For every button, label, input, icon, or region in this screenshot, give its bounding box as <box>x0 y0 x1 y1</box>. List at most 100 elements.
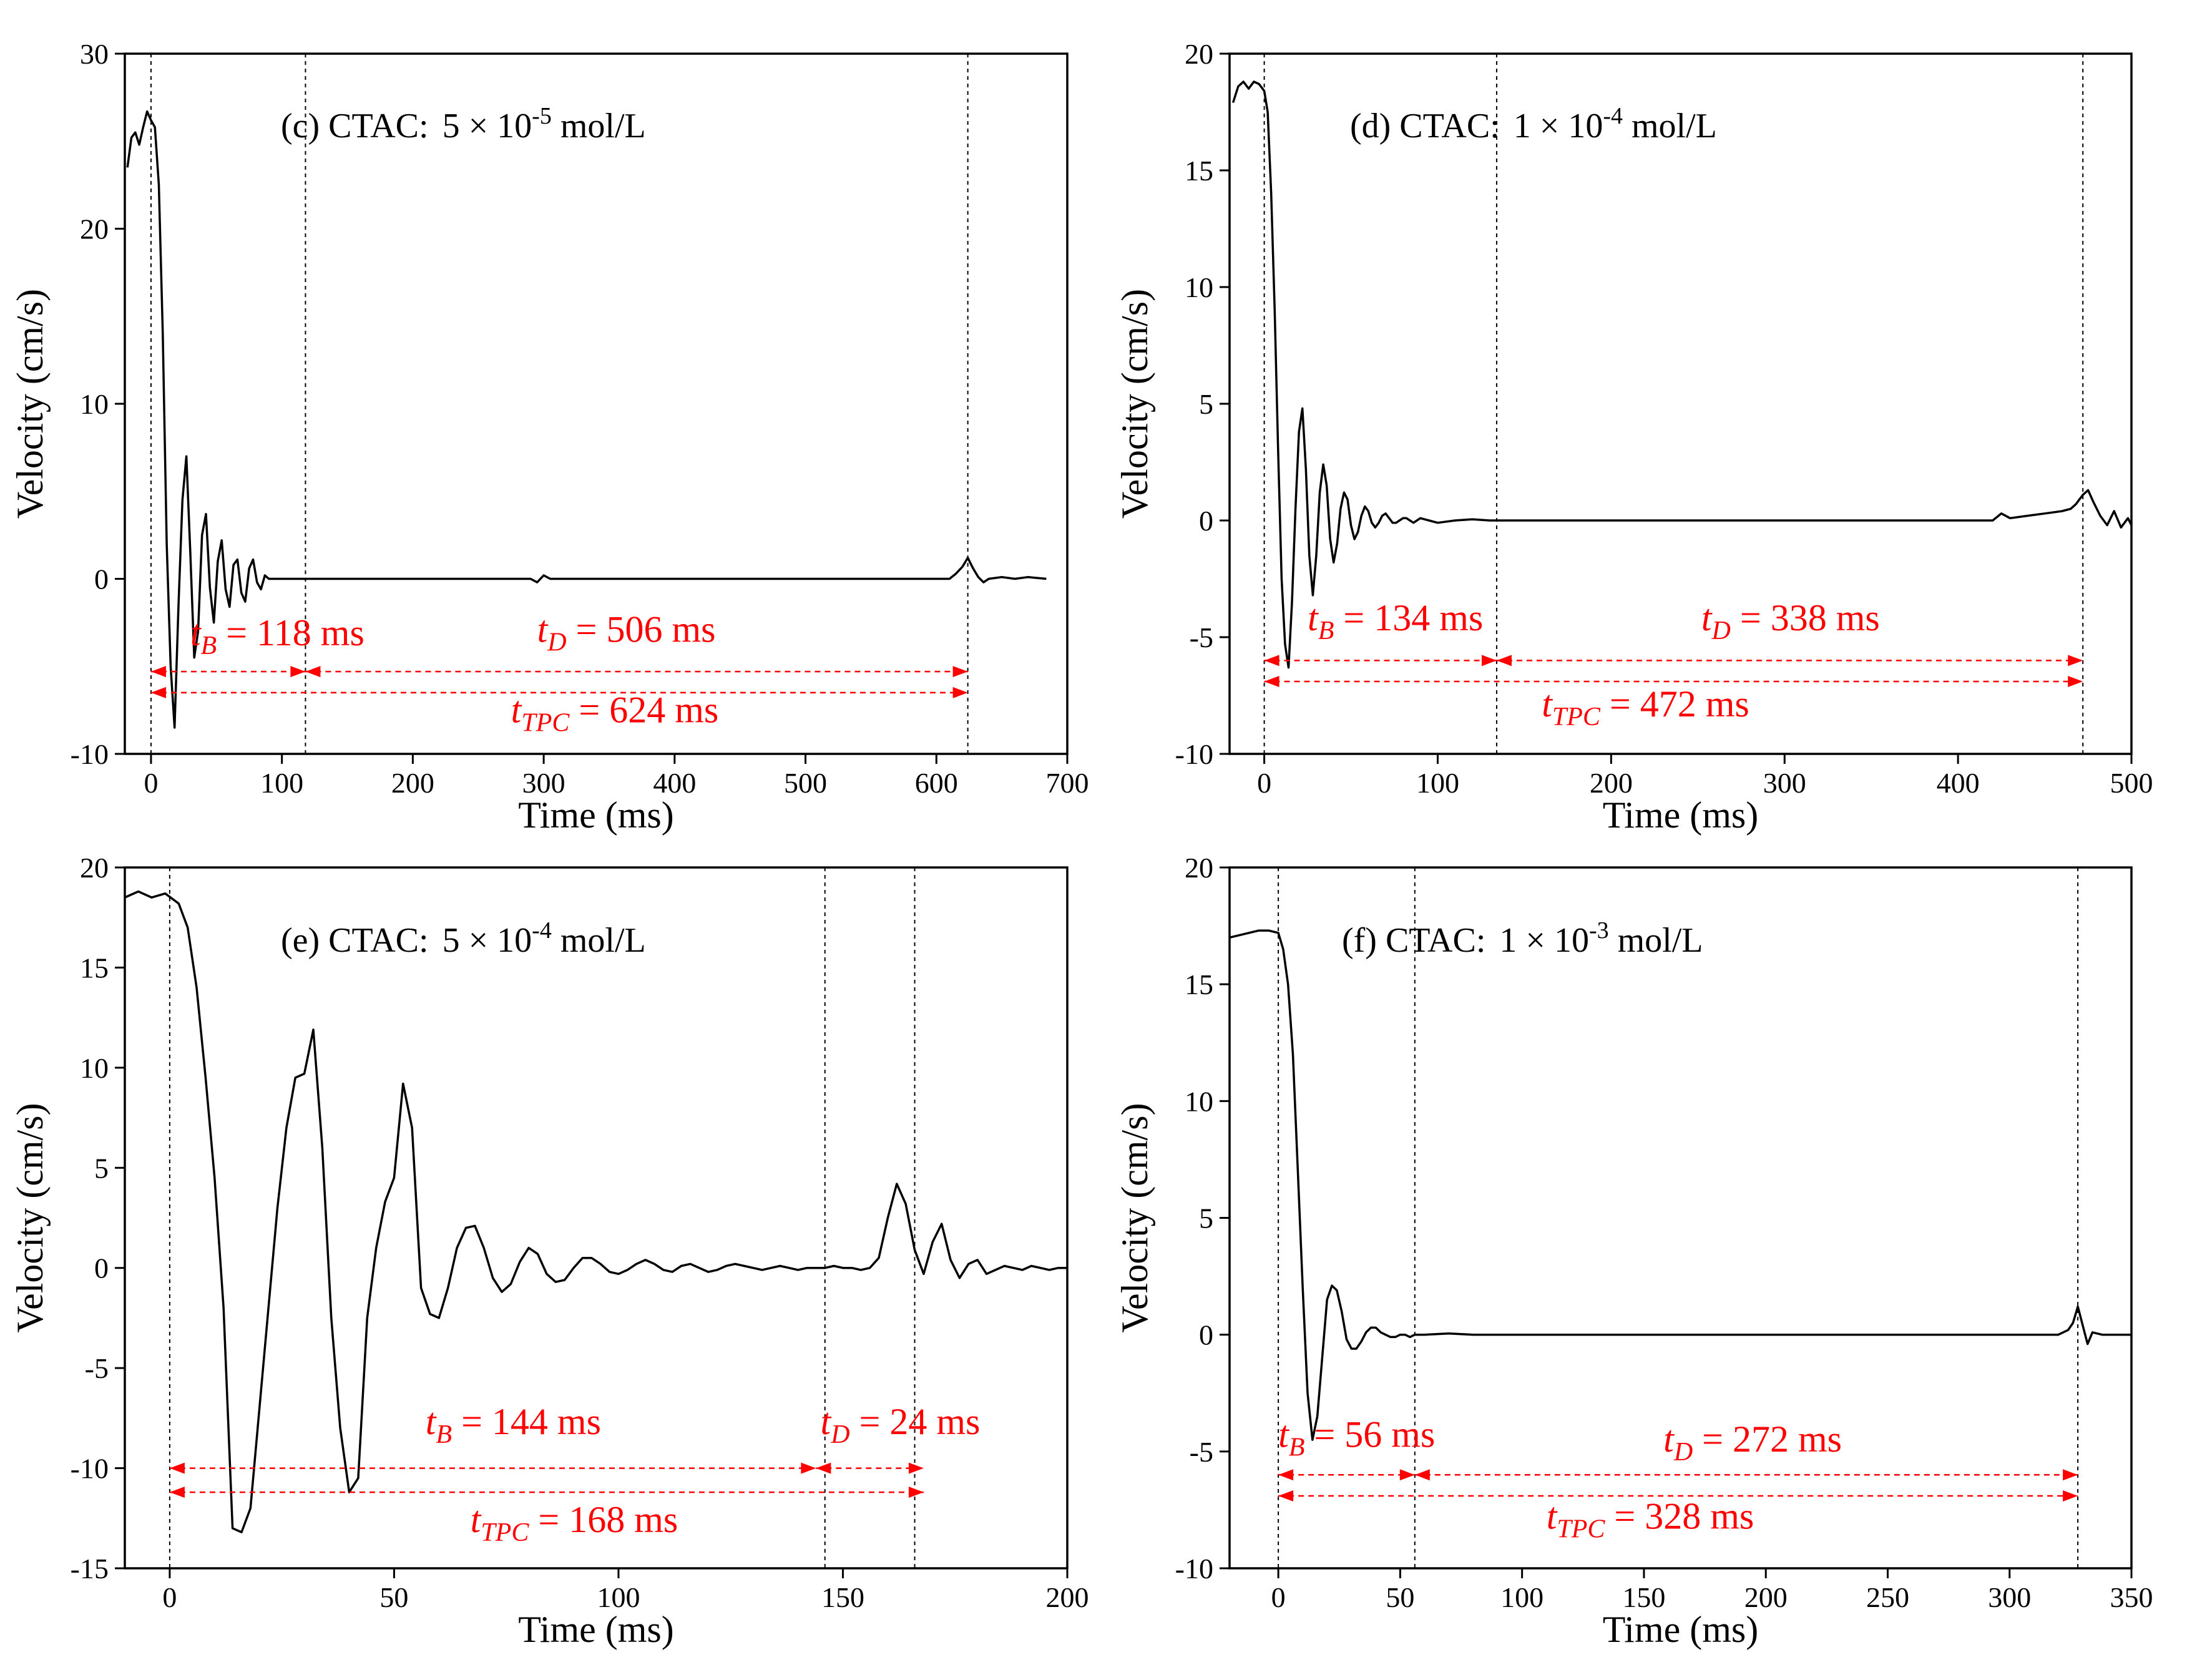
x-tick-label: 250 <box>1866 1581 1909 1613</box>
label-symbol: t <box>1542 683 1553 725</box>
y-tick-label: -10 <box>71 1453 109 1485</box>
x-axis-label: Time (ms) <box>1603 1609 1759 1650</box>
label-value: = 272 ms <box>1693 1419 1842 1460</box>
title-exponent: -4 <box>1603 103 1623 129</box>
x-tick-label: 300 <box>1763 767 1806 799</box>
label-symbol: t <box>1278 1414 1289 1455</box>
label-subscript: D <box>1673 1438 1693 1467</box>
y-tick-label: 15 <box>1185 155 1213 187</box>
interval-label-d: tD = 338 ms <box>1701 597 1880 645</box>
label-value: = 118 ms <box>217 612 364 653</box>
panel-c: 0 100 200 300 400 500 600 700 -10 0 10 20 30 Time (ms… <box>9 38 1089 836</box>
x-tick-label: 100 <box>1500 1581 1544 1613</box>
y-tick-label: 10 <box>80 388 109 420</box>
plot-frame <box>124 866 1069 1570</box>
label-subscript: TPC <box>1557 1515 1605 1543</box>
interval-label-b: tB = 144 ms <box>426 1401 601 1449</box>
arrowhead-right <box>952 686 968 698</box>
y-tick-label: 20 <box>1185 38 1213 70</box>
x-tick-label: 350 <box>2110 1581 2153 1613</box>
arrowhead-right <box>2063 1469 2078 1481</box>
title-exponent: -3 <box>1589 917 1609 944</box>
title-mantissa: 5 × 10 <box>443 107 532 145</box>
y-tick-label: -10 <box>1175 1553 1213 1585</box>
interval-label-d: tD = 24 ms <box>821 1401 981 1449</box>
x-tick-label: 150 <box>821 1581 864 1613</box>
y-tick-label: 10 <box>1185 1085 1213 1117</box>
panel-d: 0 100 200 300 400 500 -10 -5 0 5 10 15 20 Time (ms) Ve… <box>1114 38 2153 836</box>
arrowhead-right <box>2068 655 2083 667</box>
label-value: = 24 ms <box>850 1401 981 1442</box>
x-tick-label: 50 <box>379 1581 408 1613</box>
y-tick-label: 5 <box>1199 388 1213 420</box>
title-prefix: (c) CTAC: <box>281 107 429 145</box>
x-axis-label: Time (ms) <box>1603 794 1759 836</box>
label-subscript: B <box>1289 1433 1305 1462</box>
y-tick-label: 5 <box>1199 1203 1213 1234</box>
label-value: = 56 ms <box>1304 1414 1435 1455</box>
title-mantissa: 5 × 10 <box>443 921 532 960</box>
y-tick-label: -5 <box>1190 622 1213 653</box>
x-tick-label: 100 <box>597 1581 640 1613</box>
y-tick-label: 30 <box>80 38 109 70</box>
y-tick-label: -10 <box>1175 738 1213 770</box>
panel-title: (f) CTAC: 1 × 10-3 mol/L <box>1342 917 1703 960</box>
arrowhead-left <box>816 1462 831 1474</box>
arrowhead-right <box>908 1487 924 1498</box>
x-tick-label: 150 <box>1622 1581 1665 1613</box>
label-subscript: B <box>1318 617 1334 645</box>
label-symbol: t <box>1547 1495 1558 1536</box>
title-unit: mol/L <box>552 107 646 145</box>
interval-label-d: tD = 272 ms <box>1663 1419 1842 1467</box>
arrowhead-left <box>1264 655 1279 667</box>
y-axis-label: Velocity (cm/s) <box>9 1103 51 1332</box>
title-mantissa: 1 × 10 <box>1514 107 1603 145</box>
y-tick-label: 0 <box>1199 505 1213 537</box>
y-tick-label: 0 <box>94 1253 109 1284</box>
arrowhead-right <box>290 666 306 678</box>
title-prefix: (d) CTAC: <box>1350 107 1500 145</box>
x-tick-label: 50 <box>1386 1581 1414 1613</box>
panel-f: 0 50 100 150 200 250 300 350 -10 -5 0 5 10 15 20 Time (… <box>1114 852 2153 1650</box>
y-axis-label: Velocity (cm/s) <box>9 289 51 519</box>
title-unit: mol/L <box>1609 921 1703 960</box>
x-tick-label: 400 <box>1937 767 1980 799</box>
arrowhead-left <box>1414 1469 1430 1481</box>
plot-frame <box>1228 52 2133 755</box>
y-tick-label: 20 <box>1185 852 1213 884</box>
label-subscript: D <box>1711 617 1731 645</box>
x-tick-label: 500 <box>2110 767 2153 799</box>
title-prefix: (f) CTAC: <box>1342 921 1485 960</box>
arrowhead-right <box>952 666 968 678</box>
interval-label-tpc: tTPC = 472 ms <box>1542 683 1749 731</box>
label-symbol: t <box>190 612 202 653</box>
arrowhead-left <box>169 1462 185 1474</box>
x-tick-label: 400 <box>653 767 696 799</box>
title-prefix: (e) CTAC: <box>281 921 429 960</box>
label-symbol: t <box>511 690 522 731</box>
label-symbol: t <box>1308 597 1319 638</box>
y-tick-label: -5 <box>1190 1436 1213 1468</box>
interval-label-tpc: tTPC = 168 ms <box>471 1499 678 1547</box>
label-subscript: D <box>547 628 566 657</box>
label-subscript: B <box>201 632 217 660</box>
label-value: = 134 ms <box>1334 597 1483 638</box>
x-tick-label: 200 <box>391 767 434 799</box>
arrowhead-left <box>169 1487 185 1498</box>
label-symbol: t <box>471 1499 482 1540</box>
y-tick-label: 10 <box>80 1052 109 1084</box>
arrowhead-left <box>1496 655 1512 667</box>
x-tick-label: 100 <box>260 767 303 799</box>
panel-title: (c) CTAC: 5 × 10-5 mol/L <box>281 103 646 145</box>
x-tick-label: 200 <box>1590 767 1633 799</box>
title-exponent: -4 <box>532 917 552 944</box>
x-tick-label: 700 <box>1046 767 1089 799</box>
arrowhead-right <box>1481 655 1497 667</box>
label-subscript: B <box>436 1420 452 1449</box>
y-tick-label: 0 <box>1199 1319 1213 1351</box>
label-symbol: t <box>1701 597 1713 638</box>
label-symbol: t <box>426 1401 437 1442</box>
arrowhead-left <box>1278 1469 1294 1481</box>
y-axis-label: Velocity (cm/s) <box>1114 1103 1155 1332</box>
